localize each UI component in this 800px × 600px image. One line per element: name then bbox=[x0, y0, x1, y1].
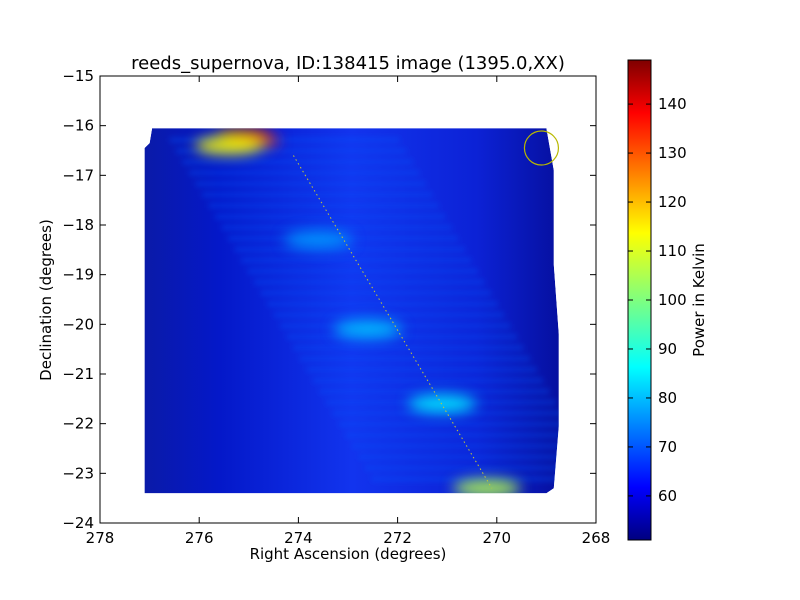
y-tick-label: −15 bbox=[62, 67, 94, 85]
band-stripe bbox=[293, 345, 524, 351]
x-tick-label: 268 bbox=[582, 529, 611, 547]
band-stripe bbox=[195, 181, 426, 187]
band-stripe bbox=[176, 148, 407, 154]
colorbar-tick-label: 130 bbox=[658, 144, 687, 162]
x-tick-label: 270 bbox=[482, 529, 511, 547]
colorbar-tick-label: 70 bbox=[658, 438, 677, 456]
band-stripe bbox=[267, 301, 498, 307]
colorbar-ticks: 60 70 80 90 100 110 120 130 140 bbox=[628, 95, 687, 505]
y-tick-label: −23 bbox=[62, 464, 94, 482]
band-stripe bbox=[365, 465, 559, 471]
x-tick-label: 274 bbox=[284, 529, 313, 547]
band-stripe bbox=[286, 334, 517, 340]
y-tick-label: −21 bbox=[62, 365, 94, 383]
colorbar-tick-label: 110 bbox=[658, 242, 687, 260]
band-stripe bbox=[371, 476, 559, 482]
colorbar-tick-label: 60 bbox=[658, 487, 677, 505]
band-stripe bbox=[358, 454, 559, 460]
band-stripe bbox=[332, 410, 559, 416]
colorbar: 60 70 80 90 100 110 120 130 140 Power in Kelvin bbox=[627, 59, 708, 541]
plot-area: 278 276 274 272 270 268 −15 −16 −17 −18 −19 −20 −21… bbox=[62, 67, 610, 547]
y-axis-ticks: −15 −16 −17 −18 −19 −20 −21 −22 −23 −24 bbox=[62, 67, 596, 532]
band-stripe bbox=[189, 170, 420, 176]
y-tick-label: −20 bbox=[62, 315, 94, 333]
y-tick-label: −19 bbox=[62, 266, 94, 284]
band-stripe bbox=[306, 367, 537, 372]
hotspot bbox=[408, 394, 477, 413]
source-track-line bbox=[293, 155, 493, 489]
band-stripe bbox=[352, 443, 559, 449]
y-tick-label: −24 bbox=[62, 514, 94, 532]
hotspot bbox=[195, 136, 263, 155]
band-stripe bbox=[182, 159, 413, 165]
colorbar-tick-label: 120 bbox=[658, 193, 687, 211]
colorbar-tick-label: 90 bbox=[658, 340, 677, 358]
colorbar-tick-label: 100 bbox=[658, 291, 687, 309]
y-axis-label: Declination (degrees) bbox=[37, 219, 55, 381]
colorbar-tick-label: 80 bbox=[658, 389, 677, 407]
colorbar-label: Power in Kelvin bbox=[690, 243, 708, 357]
band-stripe bbox=[254, 279, 485, 285]
y-tick-label: −18 bbox=[62, 216, 94, 234]
hotspot bbox=[333, 320, 402, 339]
x-axis-ticks: 278 276 274 272 270 268 bbox=[86, 76, 611, 547]
y-tick-label: −17 bbox=[62, 166, 94, 184]
y-tick-label: −16 bbox=[62, 117, 94, 135]
y-tick-label: −22 bbox=[62, 415, 94, 433]
marker-circle bbox=[523, 130, 560, 166]
chart-title: reeds_supernova, ID:138415 image (1395.0… bbox=[131, 53, 565, 74]
band-stripe bbox=[299, 356, 530, 362]
colorbar-tick-label: 140 bbox=[658, 95, 687, 113]
axes-frame bbox=[99, 75, 597, 524]
band-stripe bbox=[247, 268, 478, 274]
hotspots bbox=[195, 128, 521, 494]
x-tick-label: 278 bbox=[86, 529, 115, 547]
hotspot bbox=[284, 230, 353, 249]
hotspot bbox=[452, 479, 521, 494]
band-stripe bbox=[338, 421, 559, 427]
x-axis-label: Right Ascension (degrees) bbox=[250, 545, 447, 563]
band-stripe bbox=[215, 214, 446, 220]
band-stripe bbox=[221, 225, 452, 230]
x-tick-label: 276 bbox=[185, 529, 214, 547]
x-tick-label: 272 bbox=[383, 529, 412, 547]
band-stripe bbox=[169, 137, 400, 143]
band-stripe bbox=[345, 432, 559, 438]
band-stripe bbox=[260, 290, 491, 296]
